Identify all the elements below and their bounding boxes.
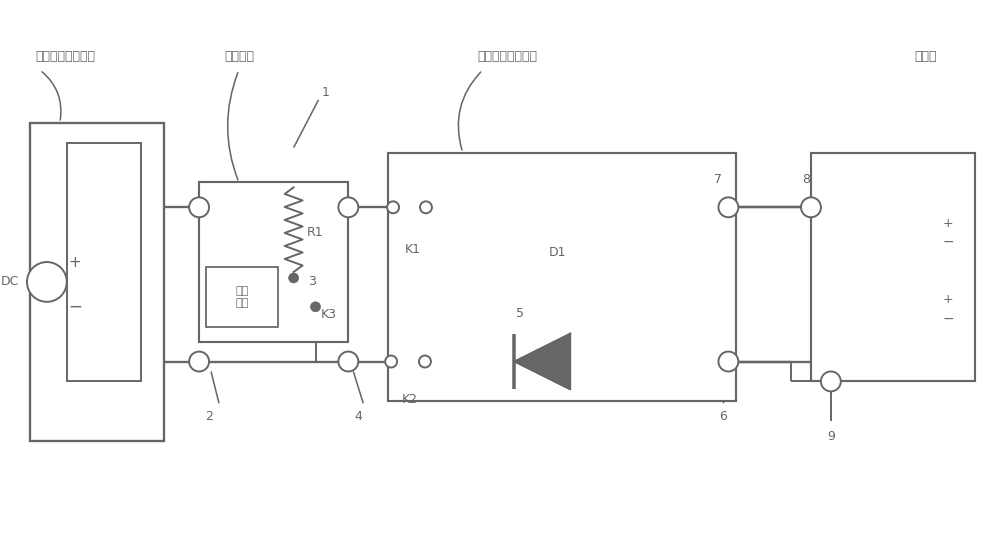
Bar bbox=[30, 123, 164, 441]
Text: K1: K1 bbox=[405, 243, 421, 256]
Text: R1: R1 bbox=[307, 226, 323, 238]
Text: K2: K2 bbox=[402, 393, 418, 406]
Circle shape bbox=[801, 198, 821, 217]
Text: −: − bbox=[942, 235, 954, 249]
Text: 9: 9 bbox=[827, 430, 835, 442]
Circle shape bbox=[289, 273, 299, 283]
Text: 6: 6 bbox=[719, 410, 727, 423]
Text: +: + bbox=[38, 271, 46, 281]
Circle shape bbox=[189, 198, 209, 217]
Text: 放电
控制: 放电 控制 bbox=[235, 286, 249, 308]
Bar bbox=[206, 267, 278, 326]
Circle shape bbox=[821, 372, 841, 391]
Text: DC: DC bbox=[1, 275, 19, 288]
Circle shape bbox=[27, 262, 67, 302]
Text: 3: 3 bbox=[309, 275, 316, 288]
Text: K3: K3 bbox=[320, 308, 336, 321]
Circle shape bbox=[311, 302, 320, 312]
Text: 5: 5 bbox=[516, 307, 524, 320]
Text: 高压直流分配单元: 高压直流分配单元 bbox=[478, 49, 538, 63]
Circle shape bbox=[718, 352, 738, 372]
Circle shape bbox=[718, 198, 738, 217]
Circle shape bbox=[338, 352, 358, 372]
Bar bbox=[388, 153, 736, 401]
Circle shape bbox=[385, 355, 397, 367]
Text: D1: D1 bbox=[549, 245, 566, 259]
Text: 放电单元: 放电单元 bbox=[224, 49, 254, 63]
Bar bbox=[199, 183, 348, 342]
Text: 高压直流输出模块: 高压直流输出模块 bbox=[35, 49, 95, 63]
Text: +: + bbox=[68, 255, 81, 270]
Bar bbox=[67, 143, 141, 381]
Bar bbox=[811, 153, 975, 381]
Circle shape bbox=[189, 352, 209, 372]
Circle shape bbox=[419, 355, 431, 367]
Circle shape bbox=[338, 198, 358, 217]
Text: 1: 1 bbox=[322, 86, 329, 99]
Text: 8: 8 bbox=[802, 173, 810, 186]
Text: −: − bbox=[68, 298, 82, 316]
Text: 4: 4 bbox=[354, 410, 362, 423]
Text: 7: 7 bbox=[714, 173, 722, 186]
Text: +: + bbox=[942, 217, 953, 230]
Text: +: + bbox=[942, 293, 953, 306]
Text: 电池组: 电池组 bbox=[914, 49, 937, 63]
Text: −: − bbox=[942, 312, 954, 326]
Circle shape bbox=[420, 201, 432, 213]
Text: 2: 2 bbox=[205, 410, 213, 423]
Polygon shape bbox=[514, 333, 570, 389]
Circle shape bbox=[387, 201, 399, 213]
Text: ·: · bbox=[40, 284, 43, 294]
